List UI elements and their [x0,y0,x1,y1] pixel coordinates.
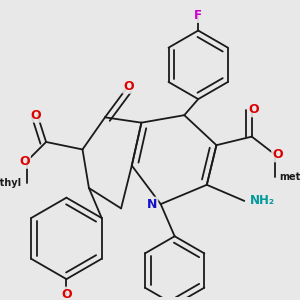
Text: O: O [61,288,72,300]
Text: NH₂: NH₂ [250,194,274,207]
Text: O: O [272,148,283,161]
Text: methyl: methyl [280,172,300,182]
Text: O: O [30,109,41,122]
Text: O: O [19,155,30,168]
Text: O: O [123,80,134,93]
Text: F: F [194,9,202,22]
Text: methyl: methyl [0,178,21,188]
Text: N: N [147,198,157,211]
Text: O: O [249,103,259,116]
